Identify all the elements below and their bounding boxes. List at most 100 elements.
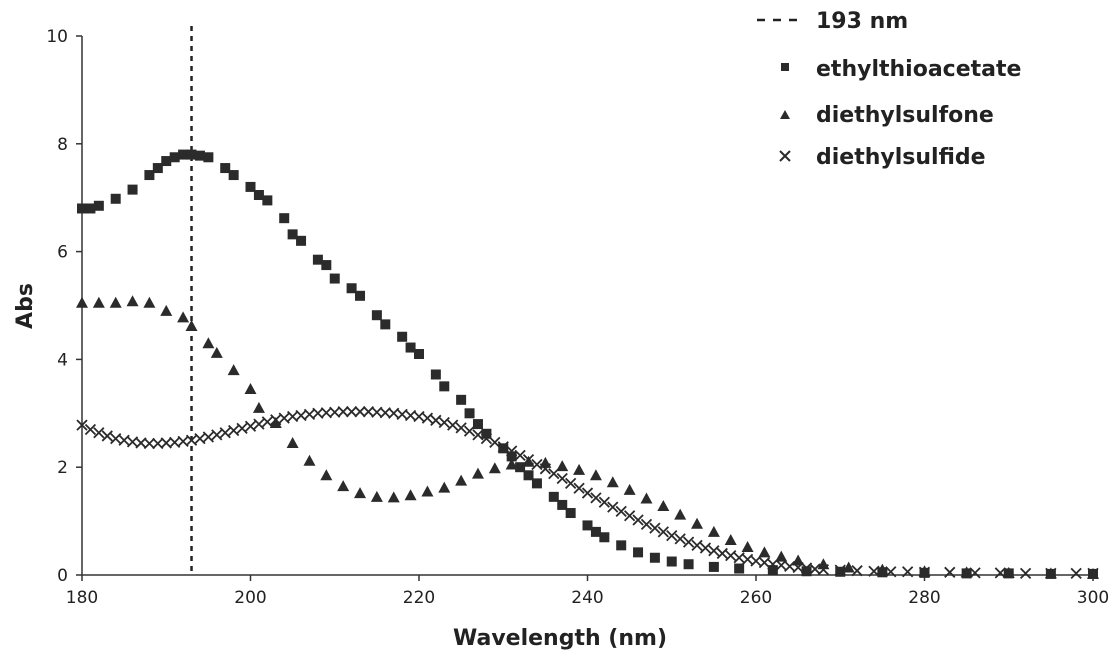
data-point-diethylsulfide (413, 410, 425, 423)
legend-item-ethylthioacetate: ethylthioacetate (781, 57, 1021, 82)
legend-item-diethylsulfide: diethylsulfide (779, 145, 986, 170)
data-point-diethylsulfone (556, 460, 569, 472)
data-point-diethylsulfide (76, 419, 88, 431)
data-point-ethylthioacetate (523, 470, 534, 481)
x-ticks: 180 200 220 240 260 280 300 (66, 575, 1109, 608)
data-point-ethylthioacetate (312, 254, 323, 265)
y-tick-label: 2 (57, 458, 68, 478)
data-point-diethylsulfide (969, 567, 981, 579)
data-point-diethylsulfone (286, 436, 299, 448)
x-axis-title: Wavelength (nm) (453, 626, 667, 651)
data-point-ethylthioacetate (616, 540, 627, 551)
data-point-ethylthioacetate (414, 349, 424, 360)
legend-label-diethylsulfide: diethylsulfide (816, 145, 986, 170)
data-point-diethylsulfide (994, 567, 1006, 579)
data-point-diethylsulfone (160, 304, 173, 316)
data-point-diethylsulfone (404, 489, 417, 501)
data-point-diethylsulfide (750, 555, 762, 567)
data-point-diethylsulfide (514, 449, 526, 461)
y-ticks: 0 2 4 6 8 10 (46, 27, 82, 586)
data-point-diethylsulfone (244, 383, 257, 395)
x-tick-label: 260 (740, 588, 772, 608)
x-tick-label: 220 (403, 588, 435, 608)
data-point-ethylthioacetate (439, 381, 450, 392)
data-point-diethylsulfide (699, 542, 712, 554)
data-point-diethylsulfone (522, 455, 535, 467)
data-point-diethylsulfide (573, 482, 585, 494)
y-tick-label: 8 (57, 135, 68, 155)
data-point-ethylthioacetate (203, 152, 214, 163)
data-point-diethylsulfone (126, 295, 139, 307)
data-point-diethylsulfone (918, 565, 931, 577)
data-point-ethylthioacetate (296, 235, 307, 246)
data-point-ethylthioacetate (708, 561, 719, 572)
data-point-ethylthioacetate (380, 319, 391, 330)
data-point-diethylsulfone (505, 458, 518, 470)
data-point-diethylsulfone (177, 311, 190, 323)
legend: 193 nm ethylthioacetate diethylsulfone d… (757, 9, 1021, 170)
data-point-diethylsulfide (716, 547, 728, 560)
data-point-diethylsulfone (876, 563, 889, 575)
data-point-diethylsulfide (581, 487, 594, 499)
data-point-ethylthioacetate (287, 229, 298, 240)
data-point-ethylthioacetate (565, 508, 576, 519)
data-point-ethylthioacetate (220, 163, 231, 174)
data-point-diethylsulfide (497, 441, 509, 453)
data-point-diethylsulfone (623, 483, 636, 495)
legend-item-reference: 193 nm (757, 9, 908, 34)
data-point-diethylsulfide (666, 530, 678, 542)
data-point-diethylsulfide (337, 406, 349, 418)
data-point-ethylthioacetate (371, 310, 382, 321)
data-point-ethylthioacetate (169, 152, 180, 163)
legend-label-reference: 193 nm (816, 9, 908, 34)
data-point-diethylsulfone (657, 500, 670, 512)
data-point-diethylsulfide (598, 496, 610, 508)
data-point-ethylthioacetate (531, 478, 542, 489)
data-point-ethylthioacetate (110, 193, 121, 204)
data-point-diethylsulfide (194, 432, 206, 445)
data-point-diethylsulfone (354, 487, 367, 499)
data-point-diethylsulfone (606, 476, 619, 488)
data-point-diethylsulfide (480, 432, 493, 445)
data-point-ethylthioacetate (548, 491, 559, 502)
data-point-diethylsulfone (842, 561, 855, 573)
y-axis-title: Abs (13, 283, 38, 329)
data-point-ethylthioacetate (633, 547, 644, 558)
x-marker-icon (779, 150, 791, 162)
data-point-diethylsulfone (471, 467, 484, 479)
data-point-diethylsulfone (269, 417, 282, 429)
data-point-ethylthioacetate (127, 184, 138, 195)
data-point-diethylsulfide (741, 553, 754, 566)
data-point-diethylsulfone (210, 346, 223, 358)
data-point-diethylsulfide (522, 454, 535, 466)
data-point-ethylthioacetate (152, 163, 163, 174)
data-point-diethylsulfone (370, 490, 383, 502)
x-tick-label: 240 (571, 588, 603, 608)
data-point-diethylsulfide (556, 472, 568, 485)
data-point-diethylsulfone (76, 296, 88, 308)
data-point-ethylthioacetate (346, 283, 357, 294)
data-point-diethylsulfone (691, 517, 704, 529)
square-marker-icon (781, 63, 789, 71)
data-point-diethylsulfone (488, 462, 501, 474)
data-point-diethylsulfone (320, 469, 333, 481)
data-point-diethylsulfone (758, 546, 771, 558)
data-point-ethylthioacetate (144, 170, 155, 181)
data-point-diethylsulfide (472, 429, 484, 441)
data-point-diethylsulfide (438, 416, 450, 429)
data-point-diethylsulfide (93, 427, 105, 439)
data-point-ethylthioacetate (472, 419, 483, 430)
data-point-diethylsulfide (607, 501, 619, 513)
data-point-diethylsulfide (506, 445, 518, 457)
data-point-ethylthioacetate (245, 181, 256, 192)
data-point-diethylsulfide (202, 431, 215, 443)
data-point-ethylthioacetate (590, 526, 601, 537)
data-point-diethylsulfide (531, 458, 543, 471)
data-point-ethylthioacetate (649, 552, 660, 563)
data-point-ethylthioacetate (228, 170, 239, 181)
data-point-diethylsulfide (430, 414, 442, 426)
data-point-diethylsulfide (539, 463, 552, 475)
y-tick-label: 6 (57, 243, 68, 263)
data-point-diethylsulfide (211, 429, 223, 441)
